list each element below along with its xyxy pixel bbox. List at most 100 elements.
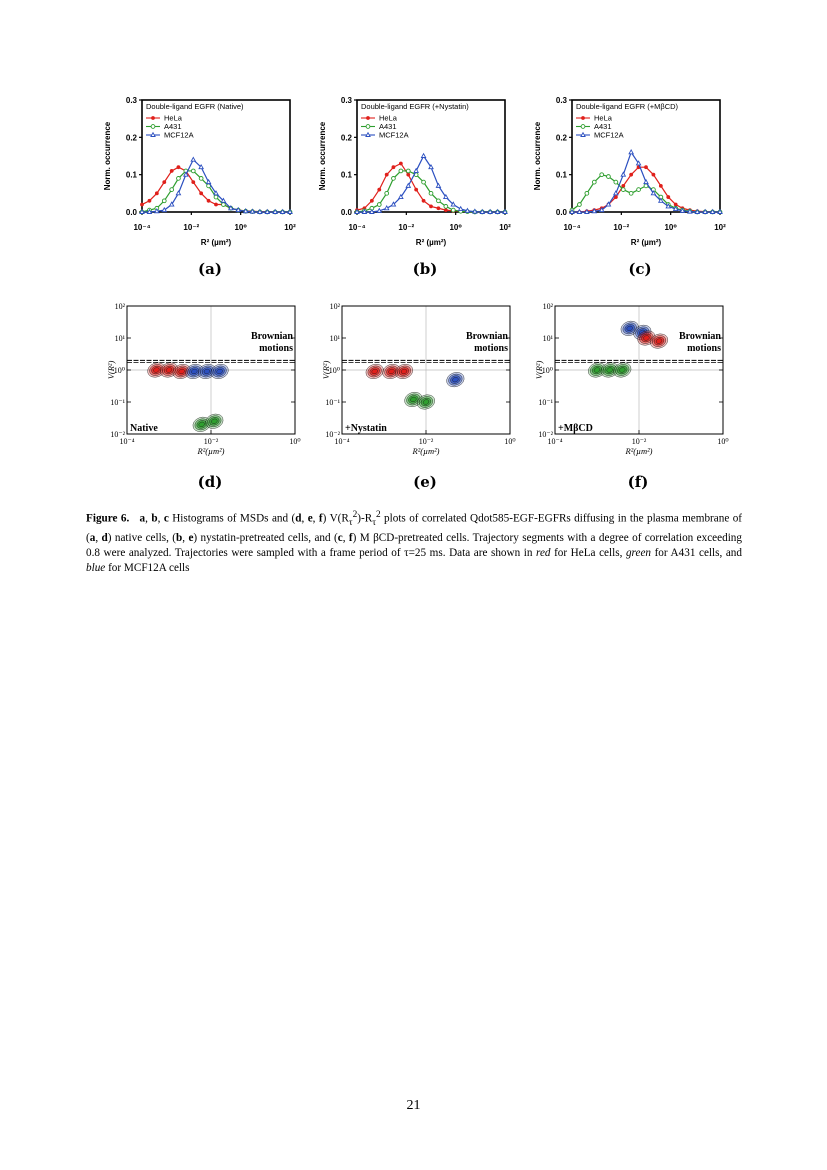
contour-lobe [191, 368, 198, 375]
x-axis-label: R² (µm²) [631, 238, 662, 247]
data-point [198, 163, 205, 170]
data-point [717, 208, 723, 214]
motions-label: motions [259, 343, 293, 354]
data-point [569, 208, 575, 214]
contour-lobe [211, 418, 218, 424]
data-point [406, 172, 411, 177]
data-point [584, 190, 590, 196]
plot-frame [571, 99, 721, 213]
data-point [650, 190, 657, 196]
legend-marker [150, 131, 156, 137]
caption-b4: d [295, 512, 302, 525]
figure-caption: Figure 6. a, b, c Histograms of MSDs and… [86, 510, 743, 574]
histogram-a-plot: 0.0 0.1 0.2 0.3 10⁻⁴ 10⁻² 10⁰ 10² R² (µm²) Norm. … [103, 96, 296, 247]
x-axis-label: R²(µm²) [625, 446, 653, 456]
inset-label: +Nystatin [345, 423, 387, 434]
data-point [376, 207, 383, 213]
x-axis-label: R²(µm²) [412, 446, 440, 456]
data-point [413, 167, 420, 173]
data-point [421, 179, 426, 185]
y-axis-label: Norm. occurrence [318, 121, 327, 190]
caption-b2-ref: b [176, 531, 183, 544]
data-point [442, 193, 449, 200]
contour-lobe [655, 338, 663, 344]
data-point [436, 198, 441, 204]
data-point [384, 190, 390, 196]
y-tick-label: 0.0 [126, 208, 138, 217]
inset-label: Native [130, 423, 158, 434]
data-point [190, 156, 197, 162]
x-tick-label: 10⁻² [419, 437, 434, 446]
contour-lobe [606, 367, 613, 373]
data-point [176, 165, 181, 170]
data-point [398, 168, 404, 174]
panel-label-b: (b) [412, 260, 438, 278]
caption-b5: e [307, 512, 313, 525]
data-point [391, 176, 396, 181]
y-tick-label: 0.1 [556, 171, 568, 180]
brownian-label: Brownian [466, 331, 508, 342]
legend-marker [151, 116, 155, 120]
caption-red: red [536, 546, 551, 559]
legend-marker [365, 131, 371, 137]
caption-b6-ref: f [348, 531, 353, 544]
x-tick-label: 10⁰ [289, 437, 300, 446]
data-point [635, 160, 642, 166]
data-point [628, 149, 635, 155]
contour-lobe [619, 367, 626, 373]
contour-lobe [593, 367, 601, 373]
data-point [629, 172, 634, 177]
data-point [368, 208, 375, 214]
data-point [679, 207, 686, 213]
y-tick-label: 10¹ [330, 334, 341, 343]
legend-label-a431: A431 [594, 122, 612, 131]
data-point [665, 203, 672, 209]
data-point [479, 208, 486, 214]
y-tick-label: 0.0 [556, 208, 568, 217]
y-tick-label: 0.1 [341, 171, 353, 180]
caption-t6: ) nystatin-pretreated cells, and ( [193, 531, 338, 544]
motions-label: motions [687, 343, 721, 354]
y-axis-label: V(R²) [321, 361, 331, 380]
y-tick-label: 0.2 [126, 133, 138, 142]
cluster-a431 [192, 413, 224, 432]
y-tick-label: 0.2 [556, 133, 568, 142]
data-point [591, 208, 598, 214]
plot-frame [141, 99, 291, 213]
data-point [628, 190, 634, 196]
contour-lobe [216, 368, 223, 375]
data-point [376, 202, 382, 207]
legend-label-mcf12a: MCF12A [164, 131, 194, 140]
data-point [182, 171, 189, 177]
data-point [383, 205, 390, 211]
x-axis-label: R² (µm²) [416, 238, 447, 247]
data-point [443, 204, 449, 209]
contour-lobe [626, 325, 633, 331]
legend-marker [365, 124, 371, 129]
data-point [377, 187, 382, 192]
histogram-b-plot: 0.0 0.1 0.2 0.3 10⁻⁴ 10⁻² 10⁰ 10² R² (µm²) Norm. … [318, 96, 511, 247]
caption-b3-ref: c [337, 531, 343, 544]
data-point [213, 190, 219, 196]
legend: Double-ligand EGFR (Native) HeLaA431MCF12… [146, 102, 244, 140]
data-point [709, 208, 716, 214]
data-point [673, 202, 678, 207]
y-tick-label: 10¹ [115, 334, 126, 343]
data-point [256, 208, 263, 214]
x-tick-label: 10² [714, 223, 726, 232]
data-point [428, 190, 434, 196]
data-point [190, 168, 196, 174]
data-point [666, 195, 671, 199]
cluster-hela [365, 364, 414, 379]
data-point [420, 152, 427, 158]
data-point [390, 201, 397, 207]
y-axis-label: Norm. occurrence [103, 121, 112, 190]
caption-b2: b [151, 512, 158, 525]
legend-label-hela: HeLa [594, 114, 613, 123]
cluster-mcf12a [446, 372, 465, 388]
data-point [169, 187, 175, 192]
data-point [620, 187, 626, 192]
x-tick-label: 10⁰ [664, 223, 677, 232]
caption-t8: for HeLa cells, [550, 546, 626, 559]
